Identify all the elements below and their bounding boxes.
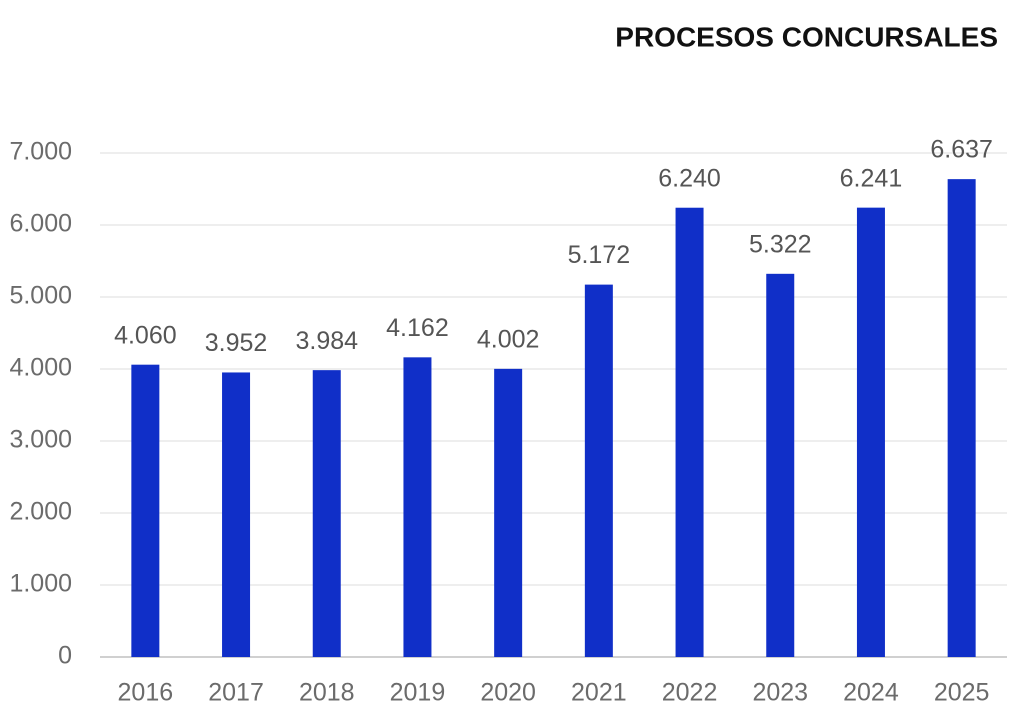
y-tick-label: 1.000	[9, 570, 72, 598]
bar	[584, 284, 613, 657]
bar	[222, 372, 251, 657]
value-label: 5.172	[568, 241, 631, 269]
x-tick-label: 2020	[480, 679, 536, 707]
bar	[494, 368, 523, 657]
y-tick-label: 0	[58, 642, 72, 670]
value-label: 6.241	[840, 164, 903, 192]
y-tick-label: 2.000	[9, 498, 72, 526]
y-tick-label: 4.000	[9, 354, 72, 382]
value-label: 4.060	[114, 321, 177, 349]
x-tick-label: 2023	[752, 679, 808, 707]
x-tick-label: 2019	[390, 679, 446, 707]
x-tick-label: 2018	[299, 679, 355, 707]
chart-title: PROCESOS CONCURSALES	[615, 21, 998, 52]
bar	[131, 364, 160, 657]
bar	[312, 370, 341, 657]
x-tick-label: 2022	[662, 679, 718, 707]
x-tick-label: 2025	[934, 679, 990, 707]
bar	[675, 207, 704, 657]
value-label: 6.240	[658, 164, 721, 192]
y-tick-label: 6.000	[9, 210, 72, 238]
value-label: 4.162	[386, 314, 449, 342]
value-label: 3.952	[205, 329, 268, 357]
y-tick-label: 7.000	[9, 138, 72, 166]
bar	[766, 273, 795, 657]
bar	[403, 357, 432, 657]
value-label: 4.002	[477, 325, 540, 353]
value-label: 3.984	[295, 327, 358, 355]
bar	[947, 179, 976, 658]
x-tick-label: 2021	[571, 679, 627, 707]
value-label: 5.322	[749, 230, 812, 258]
y-tick-label: 3.000	[9, 426, 72, 454]
x-tick-label: 2017	[208, 679, 264, 707]
y-tick-label: 5.000	[9, 282, 72, 310]
bar	[856, 207, 885, 657]
x-tick-label: 2024	[843, 679, 899, 707]
value-label: 6.637	[930, 136, 993, 164]
x-tick-label: 2016	[118, 679, 174, 707]
